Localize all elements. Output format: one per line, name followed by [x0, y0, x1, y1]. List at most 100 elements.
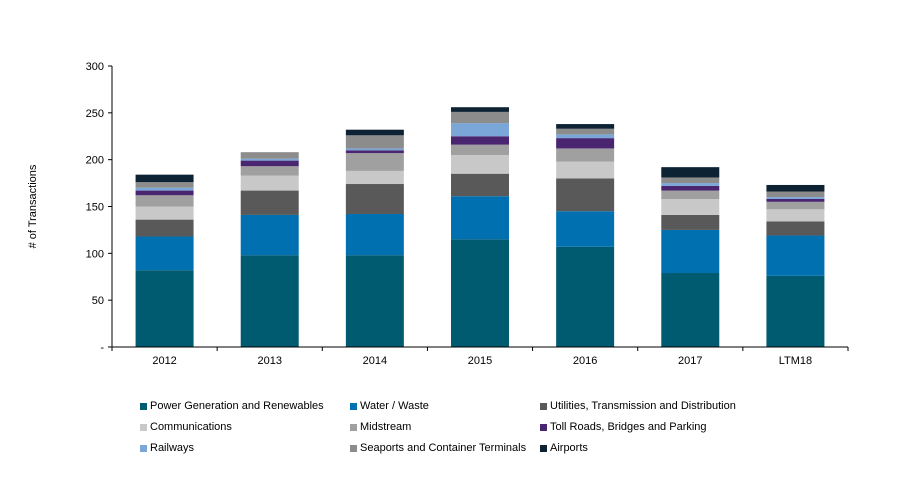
bar-segment	[135, 182, 194, 188]
legend-item: Airports	[540, 442, 588, 454]
legend-item: Power Generation and Renewables	[140, 400, 324, 412]
bar-segment	[556, 138, 615, 149]
bar-segment	[451, 136, 509, 145]
bar-segment	[451, 196, 509, 240]
bar-segment	[766, 191, 825, 198]
y-tick-label: 150	[86, 202, 104, 214]
bar-segment	[345, 135, 404, 149]
legend-label: Seaports and Container Terminals	[360, 442, 527, 454]
bar-segment	[451, 173, 509, 197]
x-tick-label: 2016	[573, 355, 597, 367]
bar-segment	[556, 124, 615, 129]
legend-item: Communications	[140, 421, 232, 433]
bar-segment	[766, 209, 825, 222]
bar-segment	[345, 213, 404, 256]
x-tick-label: 2013	[257, 355, 281, 367]
bar-segment	[345, 153, 404, 171]
legend-label: Power Generation and Renewables	[150, 400, 324, 412]
legend-label: Water / Waste	[360, 400, 429, 412]
legend-swatch	[140, 402, 147, 410]
bar-segment	[451, 144, 509, 155]
bar-segment	[556, 148, 615, 162]
bar-segment	[451, 154, 509, 174]
legend-item: Water / Waste	[350, 400, 429, 412]
legend-swatch	[350, 402, 357, 410]
bar-segment	[556, 178, 615, 212]
y-tick-label: 100	[86, 248, 104, 260]
bar-segment	[240, 166, 299, 176]
plot-area	[135, 107, 825, 347]
legend-item: Utilities, Transmission and Distribution	[540, 400, 736, 412]
axes: - 50 100 150 200 250 300 2012 2013 2014 2015 2016 20…	[86, 61, 849, 367]
bar-segment	[661, 190, 720, 200]
bar-segment	[345, 170, 404, 185]
bar-segment	[135, 174, 194, 183]
bar-segment	[556, 246, 615, 347]
bar-segment	[766, 235, 825, 276]
legend-swatch	[540, 444, 547, 452]
legend-swatch	[140, 444, 147, 452]
x-tick-label: 2015	[468, 355, 492, 367]
legend-label: Airports	[550, 442, 588, 454]
bar-segment	[661, 273, 720, 347]
bar-segment	[556, 134, 615, 139]
legend-swatch	[540, 402, 547, 410]
legend-swatch	[140, 423, 147, 431]
bar-segment	[240, 214, 299, 256]
y-tick-label: 250	[86, 108, 104, 120]
legend-label: Utilities, Transmission and Distribution	[550, 400, 736, 412]
bar-segment	[661, 177, 720, 184]
y-tick-label: -	[100, 342, 104, 354]
bar-segment	[766, 275, 825, 347]
bar-segment	[766, 221, 825, 236]
bar-segment	[135, 190, 194, 196]
bar-segment	[135, 206, 194, 220]
legend-item: Seaports and Container Terminals	[350, 442, 526, 454]
bar-segment	[451, 107, 509, 112]
bar-segment	[240, 152, 299, 159]
legend-item: Midstream	[350, 421, 411, 433]
bar-segment	[661, 199, 720, 215]
legend-item: Railways	[140, 442, 194, 454]
y-tick-label: 50	[92, 295, 104, 307]
bar-segment	[661, 183, 720, 186]
legend-swatch	[540, 423, 547, 431]
legend-label: Communications	[150, 421, 232, 433]
bar-segment	[661, 229, 720, 274]
bar-segment	[661, 185, 720, 191]
bar-segment	[766, 197, 825, 200]
legend-item: Toll Roads, Bridges and Parking	[540, 421, 707, 433]
bar-segment	[451, 239, 509, 347]
x-tick-label: 2012	[152, 355, 176, 367]
x-tick-label: 2014	[363, 355, 387, 367]
bar-segment	[766, 199, 825, 202]
bar-segment	[135, 219, 194, 237]
bar-segment	[556, 161, 615, 179]
bar-segment	[661, 167, 720, 178]
bar-segment	[766, 201, 825, 210]
legend-label: Railways	[150, 442, 195, 454]
legend-swatch	[350, 444, 357, 452]
bar-segment	[240, 158, 299, 161]
legend-swatch	[350, 423, 357, 431]
y-tick-label: 200	[86, 155, 104, 167]
bar-segment	[345, 255, 404, 347]
x-tick-label: 2017	[678, 355, 702, 367]
bar-segment	[556, 211, 615, 247]
bar-segment	[345, 148, 404, 151]
legend-label: Midstream	[360, 421, 412, 433]
x-tick-label: LTM18	[779, 355, 812, 367]
legend-label: Toll Roads, Bridges and Parking	[550, 421, 707, 433]
y-axis-title: # of Transactions	[27, 164, 39, 248]
bar-segment	[661, 214, 720, 230]
bar-segment	[240, 160, 299, 167]
bar-segment	[345, 129, 404, 136]
bar-segment	[766, 184, 825, 192]
bar-segment	[451, 123, 509, 137]
bar-segment	[451, 111, 509, 124]
bar-segment	[135, 195, 194, 207]
bar-segment	[135, 270, 194, 347]
bar-segment	[240, 175, 299, 191]
